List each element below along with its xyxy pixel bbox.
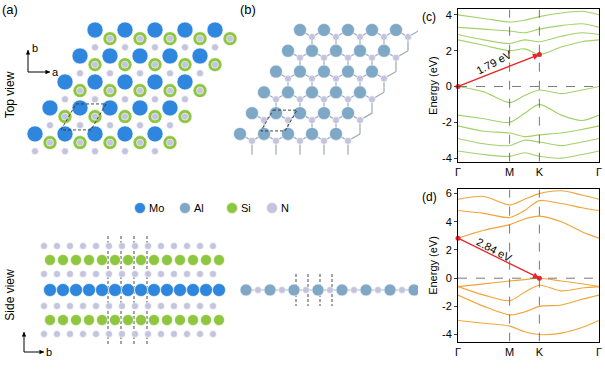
svg-text:K: K [536,346,544,358]
svg-text:Al: Al [194,202,204,214]
svg-text:(c): (c) [422,10,436,24]
svg-text:Top view: Top view [3,71,17,118]
svg-text:Energy (eV): Energy (eV) [427,56,439,115]
svg-text:Γ: Γ [455,346,461,358]
svg-text:4: 4 [446,9,452,21]
svg-text:1.79 eV: 1.79 eV [474,48,514,77]
svg-text:Γ: Γ [596,346,602,358]
svg-text:b: b [46,346,52,358]
svg-text:(a): (a) [2,2,18,17]
svg-text:2: 2 [446,244,452,256]
svg-text:a: a [52,66,59,78]
svg-text:2.84 eV: 2.84 eV [475,235,515,264]
svg-text:(d): (d) [422,190,437,204]
svg-text:K: K [536,166,544,178]
svg-text:(b): (b) [240,2,256,17]
svg-text:0: 0 [446,272,452,284]
svg-text:-4: -4 [442,152,452,164]
svg-text:0: 0 [446,80,452,92]
svg-text:Γ: Γ [455,166,461,178]
svg-text:6: 6 [446,187,452,199]
svg-text:Si: Si [241,202,251,214]
svg-text:b: b [32,42,38,54]
svg-text:4: 4 [446,216,452,228]
svg-text:-4: -4 [442,328,452,340]
svg-text:Side view: Side view [3,269,17,321]
svg-text:M: M [505,166,514,178]
svg-text:Γ: Γ [596,166,602,178]
svg-text:2: 2 [446,45,452,57]
svg-text:-2: -2 [442,116,452,128]
svg-text:Mo: Mo [149,202,164,214]
svg-text:N: N [281,202,289,214]
svg-text:M: M [505,346,514,358]
svg-text:-2: -2 [442,300,452,312]
svg-text:Energy (eV): Energy (eV) [427,236,439,295]
